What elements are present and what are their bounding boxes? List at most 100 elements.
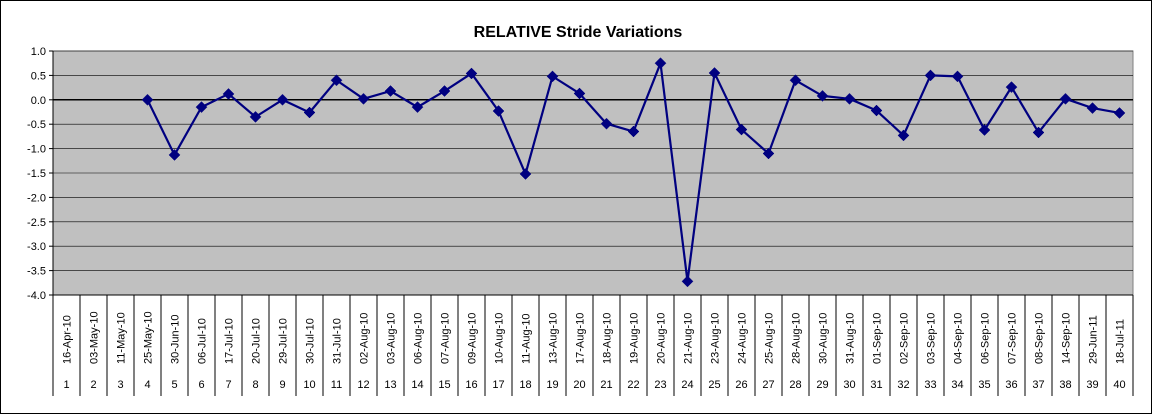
x-tick-label: 15 [438, 379, 450, 391]
x-tick-label: 11 [331, 379, 342, 391]
data-point-marker [681, 275, 694, 288]
y-tick-label: -2.0 [27, 192, 46, 204]
x-axis-table: 16-Apr-10 03-May-10 11-May-10 25-May-10 30-J… [52, 294, 1134, 396]
x-date-label: 11-Aug-10 [521, 313, 533, 364]
x-date-label: 18-Aug-10 [602, 313, 614, 364]
x-tick-label: 37 [1032, 379, 1044, 391]
x-date-label: 25-Aug-10 [764, 313, 776, 364]
x-date-label: 07-Aug-10 [440, 313, 452, 364]
x-date-label: 17-Jul-10 [224, 318, 236, 364]
data-point-marker [1005, 81, 1018, 93]
y-tick-label: -2.5 [27, 217, 46, 229]
data-point-marker [600, 117, 613, 130]
x-date-label: 02-Aug-10 [359, 313, 371, 364]
x-date-label: 13-Aug-10 [548, 313, 560, 364]
x-tick-label: 3 [117, 379, 123, 391]
x-tick-label: 7 [225, 379, 231, 391]
x-date-label: 29-Jul-10 [278, 318, 290, 364]
data-point-marker [1032, 126, 1045, 139]
x-date-label: 21-Aug-10 [683, 313, 695, 364]
x-tick-label: 26 [735, 379, 747, 391]
x-date-label: 19-Aug-10 [629, 313, 641, 364]
data-point-marker [978, 124, 991, 136]
x-tick-label: 12 [357, 379, 369, 391]
x-tick-label: 36 [1005, 379, 1017, 391]
x-tick-label: 34 [951, 379, 963, 391]
x-tick-label: 17 [492, 379, 504, 391]
x-date-label: 31-Aug-10 [845, 313, 857, 364]
x-date-label: 17-Aug-10 [575, 313, 587, 364]
x-tick-label: 23 [654, 379, 666, 391]
x-tick-label: 21 [600, 379, 612, 391]
data-point-marker [708, 67, 721, 79]
data-point-marker [492, 105, 505, 117]
x-date-label: 30-Aug-10 [818, 313, 830, 364]
data-point-marker [303, 106, 316, 119]
y-tick-label: -1.5 [27, 168, 46, 180]
x-date-label: 25-May-10 [143, 311, 155, 364]
data-point-marker [357, 92, 370, 105]
x-tick-label: 14 [411, 379, 423, 391]
data-point-marker [546, 70, 559, 83]
data-point-marker [951, 70, 964, 83]
data-point-marker [195, 101, 208, 113]
x-tick-label: 6 [198, 379, 204, 391]
x-date-label: 06-Sep-10 [980, 313, 992, 364]
data-point-marker [735, 123, 748, 136]
x-tick-label: 29 [816, 379, 828, 391]
x-date-label: 20-Jul-10 [251, 318, 263, 364]
data-point-marker [384, 85, 397, 97]
y-tick-label: 0.5 [31, 70, 46, 82]
x-tick-label: 10 [303, 379, 315, 391]
gridlines [53, 50, 1133, 296]
data-point-marker [924, 69, 937, 82]
x-date-label: 28-Aug-10 [791, 313, 803, 364]
x-tick-label: 38 [1059, 379, 1071, 391]
x-tick-label: 19 [546, 379, 558, 391]
x-tick-label: 9 [279, 379, 285, 391]
data-point-marker [141, 93, 154, 106]
x-date-label: 18-Jul-11 [1115, 319, 1127, 364]
x-date-label: 11-May-10 [116, 312, 128, 364]
data-point-marker [789, 74, 802, 87]
data-point-marker [1113, 107, 1126, 119]
x-tick-label: 16 [465, 379, 477, 391]
data-point-marker [897, 129, 910, 142]
x-date-label: 20-Aug-10 [656, 313, 668, 364]
x-tick-label: 32 [897, 379, 909, 391]
x-tick-label: 20 [573, 379, 585, 391]
x-date-label: 30-Jul-10 [305, 318, 317, 364]
x-date-label: 30-Jun-10 [170, 314, 182, 364]
y-tick-label: -0.5 [27, 119, 46, 131]
data-point-marker [330, 74, 343, 87]
data-point-marker [465, 67, 478, 80]
x-tick-label: 24 [681, 379, 693, 391]
data-point-marker [762, 147, 775, 160]
y-tick-label: -4.0 [27, 290, 46, 302]
x-tick-label: 25 [708, 379, 720, 391]
x-date-label: 08-Sep-10 [1034, 313, 1046, 364]
data-point-marker [249, 111, 262, 123]
data-point-marker [654, 57, 667, 70]
x-date-label: 09-Aug-10 [467, 313, 479, 364]
series-layer [141, 57, 1126, 288]
x-date-label: 24-Aug-10 [737, 313, 749, 364]
data-point-marker [276, 93, 289, 106]
x-tick-label: 31 [870, 379, 882, 391]
data-point-marker [843, 92, 856, 105]
x-date-label: 03-May-10 [89, 311, 101, 364]
x-tick-label: 35 [978, 379, 990, 391]
x-tick-label: 13 [384, 379, 396, 391]
x-date-label: 31-Jul-10 [332, 318, 344, 364]
x-date-label: 03-Aug-10 [386, 313, 398, 364]
x-tick-label: 22 [627, 379, 639, 391]
x-date-label: 06-Aug-10 [413, 313, 425, 364]
x-date-label: 29-Jun-11 [1088, 315, 1100, 364]
x-date-label: 06-Jul-10 [197, 318, 209, 364]
y-tick-label: 0.0 [31, 95, 46, 107]
y-tick-label: 1.0 [31, 46, 46, 58]
chart-title: RELATIVE Stride Variations [474, 24, 683, 41]
x-tick-label: 27 [762, 379, 774, 391]
x-date-label: 04-Sep-10 [953, 313, 965, 364]
